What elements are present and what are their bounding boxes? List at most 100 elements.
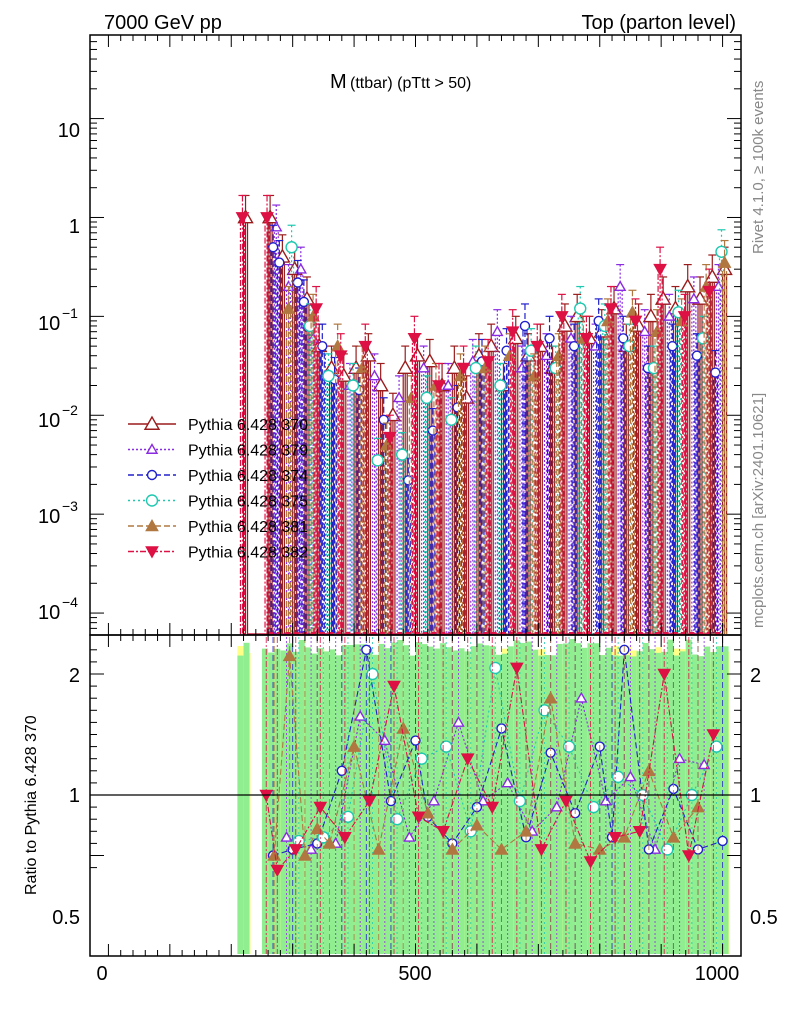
clipped-marker bbox=[354, 632, 360, 635]
clipped-marker bbox=[569, 632, 575, 635]
ratio-band-green bbox=[618, 655, 625, 954]
ratio-point bbox=[280, 830, 293, 842]
ratio-point bbox=[341, 810, 355, 823]
data-point bbox=[613, 280, 627, 292]
data-point bbox=[445, 413, 458, 426]
svg-text:−1: −1 bbox=[62, 305, 78, 321]
data-point bbox=[285, 241, 298, 254]
ratio-point bbox=[470, 818, 484, 831]
legend-marker bbox=[146, 469, 158, 481]
ratio-band-green bbox=[360, 644, 367, 954]
ytick-label-1e-3: 10 −3 bbox=[38, 498, 78, 528]
svg-text:−2: −2 bbox=[62, 402, 78, 418]
side-label-mcplots: mcplots.cern.ch [arXiv:2401.10621] bbox=[750, 393, 767, 628]
ratio-band-green bbox=[556, 643, 563, 954]
data-point bbox=[317, 340, 328, 352]
ratio-band-green bbox=[243, 642, 250, 954]
ratio-point bbox=[599, 794, 613, 806]
ytick-label-1: 1 bbox=[69, 216, 80, 238]
ratio-band-green bbox=[544, 655, 551, 954]
legend-marker bbox=[145, 518, 159, 532]
ratio-band-green bbox=[341, 645, 348, 954]
svg-text:−4: −4 bbox=[62, 594, 78, 610]
svg-text:10: 10 bbox=[38, 602, 60, 624]
ratio-band-green bbox=[304, 647, 311, 954]
ratio-band-green bbox=[575, 643, 582, 954]
data-point bbox=[663, 309, 676, 321]
clipped-marker bbox=[397, 632, 403, 635]
clipped-marker bbox=[508, 632, 514, 635]
data-point bbox=[642, 307, 660, 323]
ratio-point bbox=[485, 801, 500, 815]
legend-label: Pythia 6.428 375 bbox=[188, 494, 308, 511]
ratio-point bbox=[298, 848, 312, 861]
ratio-point bbox=[559, 795, 573, 809]
clipped-marker bbox=[577, 632, 583, 635]
ratio-band-green bbox=[722, 646, 729, 954]
data-point bbox=[322, 369, 335, 383]
ratio-point bbox=[322, 836, 337, 849]
ratio-point bbox=[313, 801, 328, 815]
ratio-point bbox=[410, 735, 421, 746]
data-point bbox=[298, 296, 310, 308]
data-point bbox=[378, 414, 389, 425]
data-point bbox=[494, 379, 507, 392]
clipped-marker bbox=[500, 632, 506, 635]
ratio-point bbox=[440, 740, 453, 753]
ratio-point bbox=[460, 753, 475, 766]
data-point bbox=[579, 333, 594, 346]
clipped-marker bbox=[680, 632, 686, 635]
ratio-band-green bbox=[397, 639, 404, 954]
ratio-point bbox=[587, 800, 600, 814]
legend-marker bbox=[145, 443, 159, 454]
plot-title-main: M bbox=[330, 71, 347, 93]
legend-label: Pythia 6.428 382 bbox=[188, 545, 308, 562]
data-point bbox=[618, 333, 629, 344]
data-point bbox=[491, 325, 504, 337]
data-point bbox=[383, 431, 397, 445]
ratio-point bbox=[288, 844, 303, 857]
clipped-marker bbox=[491, 632, 497, 635]
data-point bbox=[417, 361, 430, 373]
ratio-point bbox=[366, 667, 379, 681]
ratio-point bbox=[562, 740, 576, 753]
ratio-tick-2-right: 2 bbox=[750, 665, 761, 687]
ratio-point bbox=[611, 770, 625, 784]
ratio-point bbox=[534, 844, 549, 857]
ratio-band-green bbox=[489, 646, 496, 954]
ratio-band-green bbox=[710, 652, 717, 954]
ratio-band-green bbox=[446, 647, 453, 954]
data-point bbox=[260, 212, 274, 225]
ratio-point bbox=[387, 680, 401, 694]
ratio-point bbox=[452, 715, 465, 727]
data-point bbox=[625, 305, 640, 318]
data-point bbox=[687, 292, 701, 304]
clipped-marker bbox=[345, 632, 351, 635]
clipped-marker bbox=[276, 632, 282, 635]
clipped-marker bbox=[534, 632, 540, 635]
ratio-band-green bbox=[354, 644, 361, 954]
data-point bbox=[333, 350, 348, 363]
ratio-point bbox=[501, 776, 514, 788]
ratio-band-green bbox=[655, 652, 662, 954]
ratio-series-pythia-6.428-379 bbox=[280, 637, 711, 954]
clipped-marker bbox=[319, 632, 325, 635]
ratio-band-green bbox=[630, 656, 637, 954]
clipped-marker bbox=[328, 632, 334, 635]
ratio-band-green bbox=[673, 655, 680, 954]
data-point bbox=[432, 380, 446, 393]
data-point bbox=[358, 340, 373, 354]
clipped-marker bbox=[689, 632, 695, 635]
ratio-tick-1-right: 1 bbox=[750, 785, 761, 807]
data-point bbox=[446, 359, 463, 375]
ratio-band-green bbox=[581, 647, 588, 954]
ratio-point bbox=[575, 691, 588, 703]
ratio-point bbox=[411, 811, 426, 824]
ratio-point bbox=[476, 794, 490, 806]
series-pythia-6.428-381 bbox=[281, 239, 732, 635]
ratio-point bbox=[673, 752, 686, 764]
ratio-band-green bbox=[298, 639, 305, 954]
legend-entry: Pythia 6.428 382 bbox=[128, 545, 308, 562]
ratio-band-green bbox=[458, 648, 465, 954]
legend-marker bbox=[145, 546, 159, 559]
